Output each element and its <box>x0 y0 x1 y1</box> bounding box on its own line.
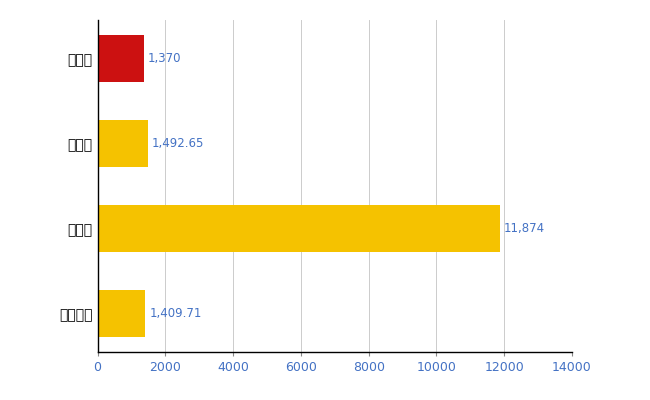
Bar <box>98 290 146 337</box>
Bar <box>98 120 148 167</box>
Text: 11,874: 11,874 <box>504 222 545 235</box>
Bar <box>98 35 144 82</box>
Text: 1,492.65: 1,492.65 <box>152 137 205 150</box>
Bar <box>98 205 500 252</box>
Text: 1,370: 1,370 <box>148 52 181 65</box>
Text: 1,409.71: 1,409.71 <box>150 307 202 320</box>
